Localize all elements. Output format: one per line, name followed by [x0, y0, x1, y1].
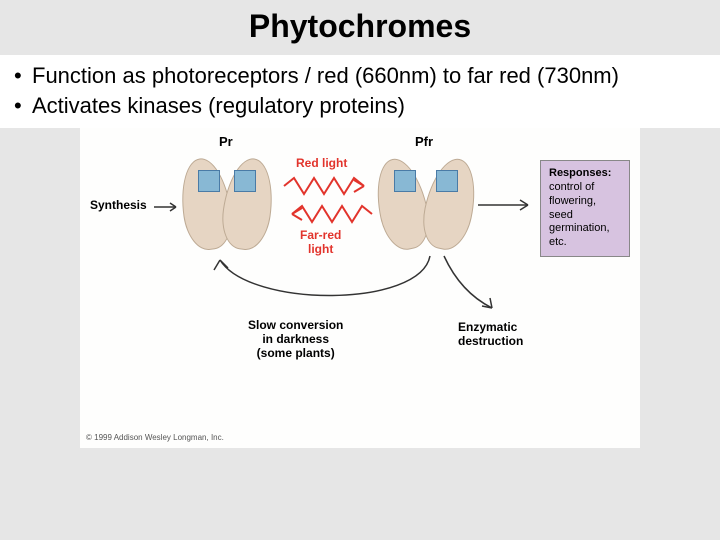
enzymatic-destruction-label: Enzymatic destruction	[458, 320, 523, 348]
red-light-arrow-right	[278, 174, 378, 198]
phytochrome-diagram: Pr Pfr Red light Far-red light Synthesis	[80, 128, 640, 448]
bullet-item: Activates kinases (regulatory proteins)	[12, 91, 708, 121]
pr-chromophore-right	[234, 170, 256, 192]
pfr-chromophore-right	[436, 170, 458, 192]
red-light-label: Red light	[296, 156, 347, 170]
responses-arrow	[478, 198, 538, 212]
bullet-item: Function as photoreceptors / red (660nm)…	[12, 61, 708, 91]
responses-box: Responses:control offlowering,seedgermin…	[540, 160, 630, 257]
page-title: Phytochromes	[0, 0, 720, 45]
pr-label: Pr	[219, 134, 233, 149]
slow-conversion-arrow	[190, 248, 460, 328]
pr-chromophore-left	[198, 170, 220, 192]
synthesis-arrow	[154, 200, 184, 214]
pfr-chromophore-left	[394, 170, 416, 192]
pfr-label: Pfr	[415, 134, 433, 149]
copyright-text: © 1999 Addison Wesley Longman, Inc.	[86, 433, 224, 442]
diagram-container: Pr Pfr Red light Far-red light Synthesis	[80, 128, 640, 448]
bullet-list: Function as photoreceptors / red (660nm)…	[0, 55, 720, 128]
slow-conversion-label: Slow conversion in darkness (some plants…	[248, 318, 343, 360]
pfr-lobe-right	[417, 154, 483, 254]
far-red-arrow-left	[278, 202, 378, 226]
enzymatic-destruction-arrow	[436, 252, 506, 322]
synthesis-label: Synthesis	[90, 198, 147, 212]
